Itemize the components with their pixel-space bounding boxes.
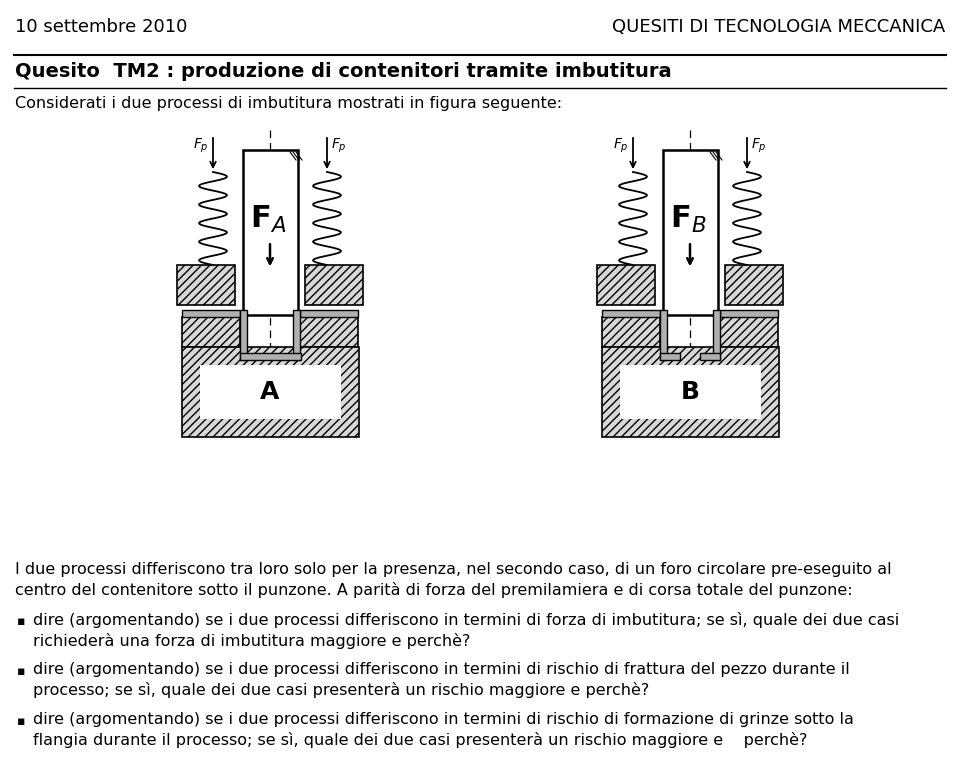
Bar <box>182 347 359 437</box>
Bar <box>300 317 358 347</box>
Bar <box>200 365 341 419</box>
Text: 10 settembre 2010: 10 settembre 2010 <box>15 18 187 36</box>
Bar <box>300 310 358 317</box>
Text: $F_p$: $F_p$ <box>193 137 209 155</box>
Bar <box>602 310 660 317</box>
Text: ▪: ▪ <box>17 715 26 728</box>
Bar <box>243 150 298 315</box>
Text: $F_p$: $F_p$ <box>751 137 767 155</box>
Bar <box>182 310 240 317</box>
Bar <box>660 353 680 360</box>
Bar <box>602 317 660 347</box>
Bar <box>182 317 240 347</box>
Text: $\mathbf{F}_{A}$: $\mathbf{F}_{A}$ <box>250 204 286 235</box>
Bar <box>240 353 301 360</box>
Bar <box>725 265 783 305</box>
Bar <box>660 310 667 360</box>
Bar <box>293 310 300 360</box>
Bar <box>602 347 779 437</box>
Bar <box>182 347 359 437</box>
Bar <box>700 353 720 360</box>
Text: Considerati i due processi di imbutitura mostrati in figura seguente:: Considerati i due processi di imbutitura… <box>15 96 563 111</box>
Bar <box>720 317 778 347</box>
Text: $F_p$: $F_p$ <box>331 137 347 155</box>
Text: ▪: ▪ <box>17 665 26 678</box>
Text: QUESITI DI TECNOLOGIA MECCANICA: QUESITI DI TECNOLOGIA MECCANICA <box>612 18 945 36</box>
Text: A: A <box>260 380 279 404</box>
Bar <box>720 310 778 317</box>
Bar <box>240 310 247 360</box>
Bar <box>602 317 660 347</box>
Text: B: B <box>681 380 700 404</box>
Bar <box>597 265 655 305</box>
Text: $\mathbf{F}_{B}$: $\mathbf{F}_{B}$ <box>670 204 707 235</box>
Bar <box>305 265 363 305</box>
Bar <box>305 265 363 305</box>
Bar <box>720 317 778 347</box>
Bar <box>597 265 655 305</box>
Bar <box>620 365 761 419</box>
Bar <box>602 347 779 437</box>
Bar <box>663 150 718 315</box>
Bar <box>725 265 783 305</box>
Bar <box>177 265 235 305</box>
Text: I due processi differiscono tra loro solo per la presenza, nel secondo caso, di : I due processi differiscono tra loro sol… <box>15 562 892 598</box>
Text: $F_p$: $F_p$ <box>613 137 629 155</box>
Bar <box>713 310 720 360</box>
Bar <box>300 317 358 347</box>
Text: dire (argomentando) se i due processi differiscono in termini di rischio di frat: dire (argomentando) se i due processi di… <box>33 662 850 698</box>
Text: ▪: ▪ <box>17 615 26 628</box>
Text: dire (argomentando) se i due processi differiscono in termini di forza di imbuti: dire (argomentando) se i due processi di… <box>33 612 900 648</box>
Text: Quesito  TM2 : produzione di contenitori tramite imbutitura: Quesito TM2 : produzione di contenitori … <box>15 62 672 81</box>
Text: dire (argomentando) se i due processi differiscono in termini di rischio di form: dire (argomentando) se i due processi di… <box>33 712 853 748</box>
Bar <box>182 317 240 347</box>
Bar <box>177 265 235 305</box>
